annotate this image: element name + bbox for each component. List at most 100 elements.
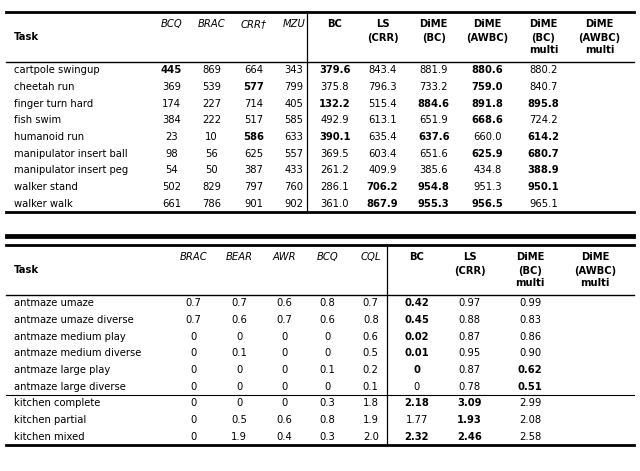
Text: 502: 502: [162, 182, 181, 192]
Text: 0.02: 0.02: [404, 332, 429, 341]
Text: 668.6: 668.6: [472, 115, 503, 125]
Text: 261.2: 261.2: [320, 165, 349, 175]
Text: BEAR: BEAR: [226, 252, 253, 262]
Text: 3.09: 3.09: [457, 398, 482, 408]
Text: 0: 0: [324, 349, 331, 358]
Text: 0.1: 0.1: [319, 365, 335, 375]
Text: 227: 227: [202, 98, 221, 108]
Text: 1.77: 1.77: [406, 415, 428, 425]
Text: 0.42: 0.42: [404, 298, 429, 309]
Text: 0.95: 0.95: [458, 349, 481, 358]
Text: 0.6: 0.6: [319, 315, 335, 325]
Text: manipulator insert ball: manipulator insert ball: [14, 148, 127, 159]
Text: 0.90: 0.90: [519, 349, 541, 358]
Text: 0.6: 0.6: [363, 332, 379, 341]
Text: 884.6: 884.6: [418, 98, 450, 108]
Text: 902: 902: [284, 199, 303, 209]
Text: 867.9: 867.9: [367, 199, 398, 209]
Text: 0.3: 0.3: [320, 432, 335, 442]
Text: 869: 869: [202, 65, 221, 75]
Text: antmaze umaze diverse: antmaze umaze diverse: [14, 315, 134, 325]
Text: 0.6: 0.6: [231, 315, 247, 325]
Text: (BC): (BC): [531, 33, 556, 43]
Text: 0: 0: [281, 332, 287, 341]
Text: 950.1: 950.1: [527, 182, 559, 192]
Text: Task: Task: [14, 265, 39, 275]
Text: 786: 786: [202, 199, 221, 209]
Text: walker walk: walker walk: [14, 199, 73, 209]
Text: 369: 369: [162, 82, 181, 92]
Text: BRAC: BRAC: [180, 252, 207, 262]
Text: 2.58: 2.58: [519, 432, 541, 442]
Text: 799: 799: [284, 82, 303, 92]
Text: kitchen complete: kitchen complete: [14, 398, 100, 408]
Text: 0.5: 0.5: [363, 349, 379, 358]
Text: fish swim: fish swim: [14, 115, 61, 125]
Text: 0.97: 0.97: [458, 298, 481, 309]
Text: 50: 50: [205, 165, 218, 175]
Text: 660.0: 660.0: [473, 132, 502, 142]
Text: BCQ: BCQ: [161, 19, 182, 29]
Text: 0.88: 0.88: [458, 315, 481, 325]
Text: 379.6: 379.6: [319, 65, 351, 75]
Text: 1.9: 1.9: [231, 432, 247, 442]
Text: DiME: DiME: [580, 252, 609, 262]
Text: antmaze large play: antmaze large play: [14, 365, 110, 375]
Text: 0.86: 0.86: [519, 332, 541, 341]
Text: 56: 56: [205, 148, 218, 159]
Text: 539: 539: [202, 82, 221, 92]
Text: 760: 760: [284, 182, 303, 192]
Text: 390.1: 390.1: [319, 132, 351, 142]
Text: 405: 405: [284, 98, 303, 108]
Text: (AWBC): (AWBC): [574, 266, 616, 276]
Text: 132.2: 132.2: [319, 98, 351, 108]
Text: LS: LS: [376, 19, 389, 29]
Text: 759.0: 759.0: [472, 82, 503, 92]
Text: DiME: DiME: [585, 19, 614, 29]
Text: 0: 0: [324, 332, 331, 341]
Text: 0.1: 0.1: [363, 382, 379, 392]
Text: (CRR): (CRR): [454, 266, 485, 276]
Text: 2.18: 2.18: [404, 398, 429, 408]
Text: 433: 433: [284, 165, 303, 175]
Text: 840.7: 840.7: [529, 82, 557, 92]
Text: 661: 661: [162, 199, 181, 209]
Text: 492.9: 492.9: [321, 115, 349, 125]
Text: 0: 0: [191, 332, 196, 341]
Text: 724.2: 724.2: [529, 115, 557, 125]
Text: 881.9: 881.9: [419, 65, 448, 75]
Text: 880.2: 880.2: [529, 65, 557, 75]
Text: 434.8: 434.8: [473, 165, 502, 175]
Text: 577: 577: [243, 82, 264, 92]
Text: DiME: DiME: [473, 19, 502, 29]
Text: 843.4: 843.4: [369, 65, 397, 75]
Text: antmaze medium play: antmaze medium play: [14, 332, 125, 341]
Text: 2.99: 2.99: [519, 398, 541, 408]
Text: 445: 445: [161, 65, 182, 75]
Text: 664: 664: [244, 65, 263, 75]
Text: 2.32: 2.32: [404, 432, 429, 442]
Text: BCQ: BCQ: [317, 252, 339, 262]
Text: 0.7: 0.7: [363, 298, 379, 309]
Text: 0: 0: [236, 365, 243, 375]
Text: 0: 0: [281, 398, 287, 408]
Text: 880.6: 880.6: [472, 65, 503, 75]
Text: 10: 10: [205, 132, 218, 142]
Text: BRAC: BRAC: [198, 19, 225, 29]
Text: 0.8: 0.8: [320, 415, 335, 425]
Text: 0: 0: [281, 382, 287, 392]
Text: 515.4: 515.4: [368, 98, 397, 108]
Text: 385.6: 385.6: [419, 165, 448, 175]
Text: 796.3: 796.3: [368, 82, 397, 92]
Text: 0.51: 0.51: [518, 382, 543, 392]
Text: LS: LS: [463, 252, 476, 262]
Text: (CRR): (CRR): [367, 33, 398, 43]
Text: 0.6: 0.6: [276, 298, 292, 309]
Text: 0.62: 0.62: [518, 365, 542, 375]
Text: 2.0: 2.0: [363, 432, 379, 442]
Text: 54: 54: [165, 165, 178, 175]
Text: (AWBC): (AWBC): [467, 33, 508, 43]
Text: 0.4: 0.4: [276, 432, 292, 442]
Text: 517: 517: [244, 115, 263, 125]
Text: 614.2: 614.2: [527, 132, 559, 142]
